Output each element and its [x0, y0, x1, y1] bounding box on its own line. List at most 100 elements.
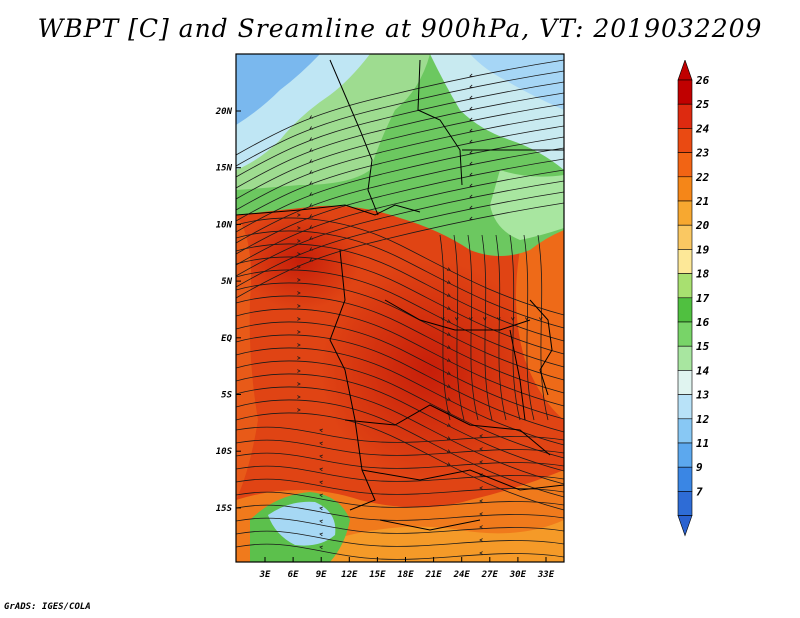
streamline: [236, 269, 564, 368]
streamline-arrow: [319, 454, 323, 459]
streamline: [236, 81, 564, 178]
streamline: [236, 92, 564, 189]
longitude-axis: 3E 6E 9E 12E 15E 18E 21E 24E 27E 30E 33E: [259, 557, 555, 580]
streamline-arrow: [309, 181, 314, 185]
colorbar-label: 7: [696, 485, 703, 498]
streamline-arrow: [539, 317, 543, 321]
streamline-arrow: [469, 172, 474, 177]
streamline-arrow: [479, 538, 483, 542]
streamline-arrow: [319, 545, 323, 550]
lat-label: 5S: [221, 391, 232, 401]
colorbar-label: 15: [696, 340, 710, 353]
colorbar-label: 26: [695, 74, 710, 87]
colorbar-swatch: [677, 224, 693, 250]
streamline-arrow: [297, 304, 301, 308]
lon-label: 6E: [288, 570, 299, 580]
streamline-arrow: [319, 493, 323, 498]
streamline-arrow: [446, 293, 451, 297]
streamline-arrow: [479, 447, 483, 451]
colorbar-swatch: [677, 176, 693, 202]
streamline-arrow: [319, 467, 323, 472]
streamline-arrow: [446, 345, 451, 349]
streamline: [236, 465, 564, 482]
streamline: [236, 452, 564, 469]
streamline-arrow: [469, 139, 474, 144]
streamline: [537, 234, 549, 421]
streamline-arrow: [511, 317, 515, 321]
colorbar-label: 17: [696, 292, 710, 305]
streamline-arrow: [446, 410, 451, 414]
colorbar: 26 25 24 23 22 21 20 19 18 17 16 15 14 13 12 11 9 7: [677, 60, 710, 537]
colorbar-swatch: [677, 273, 693, 299]
streamline: [236, 202, 564, 299]
streamline-arrow: [297, 395, 301, 399]
streamline-arrow: [297, 265, 301, 269]
streamline-arrow: [446, 449, 451, 453]
lon-label: 9E: [316, 570, 327, 580]
streamline: [236, 59, 564, 156]
colorbar-label: 23: [695, 147, 710, 160]
streamline: [481, 234, 493, 421]
streamline-arrow: [525, 317, 529, 321]
colorbar-label: 14: [696, 364, 710, 377]
streamline: [236, 347, 564, 446]
streamline: [236, 125, 564, 222]
lon-label: 15E: [369, 570, 386, 580]
streamline-arrow: [469, 150, 474, 155]
streamline-arrow: [479, 434, 483, 438]
streamline-arrow: [469, 128, 474, 133]
streamline-arrow: [479, 499, 483, 503]
streamline: [495, 234, 507, 421]
lon-label: 12E: [341, 570, 358, 580]
streamline: [236, 412, 564, 511]
lat-label: 15N: [216, 164, 233, 174]
streamline-arrow: [446, 280, 451, 284]
colorbar-swatch: [677, 79, 693, 105]
streamline: [236, 308, 564, 407]
colorbar-swatch: [677, 128, 693, 153]
streamline: [236, 147, 564, 244]
streamline: [236, 399, 564, 498]
streamline-arrow: [483, 317, 487, 321]
streamline-arrow: [309, 137, 314, 141]
lon-label: 27E: [481, 570, 499, 580]
streamline-arrow: [446, 436, 451, 440]
lat-label: 15S: [216, 504, 233, 514]
streamline: [236, 491, 564, 508]
colorbar-swatch: [677, 370, 693, 395]
streamline-arrow: [469, 205, 474, 210]
streamline-arrow: [297, 213, 301, 217]
streamline-arrow: [446, 423, 451, 427]
colorbar-label: 16: [696, 316, 710, 329]
streamline-arrow: [297, 291, 301, 295]
streamline-arrow: [469, 117, 474, 122]
streamline-arrow: [319, 441, 323, 446]
streamline: [236, 373, 564, 472]
colorbar-label: 18: [696, 268, 710, 281]
streamline-arrow: [446, 384, 451, 388]
lat-label: 10N: [216, 220, 233, 230]
lat-label: 5N: [221, 277, 232, 287]
streamline: [523, 234, 535, 421]
streamline: [236, 360, 564, 459]
streamline-arrow: [309, 159, 314, 163]
grads-credit: GrADS: IGES/COLA: [4, 602, 91, 612]
streamline: [236, 530, 564, 547]
streamline-arrow: [319, 480, 323, 485]
streamline-arrow: [479, 486, 483, 490]
streamline: [439, 234, 451, 421]
streamline-arrow: [319, 506, 323, 511]
streamline-arrow: [469, 95, 474, 100]
streamline-arrow: [455, 317, 459, 321]
streamline-arrow: [446, 267, 451, 271]
streamline-arrow: [319, 428, 323, 433]
streamline-arrow: [309, 225, 314, 229]
streamline-arrow: [297, 356, 301, 360]
streamline: [236, 439, 564, 456]
lon-label: 3E: [259, 570, 271, 580]
streamline-arrow: [469, 84, 474, 89]
streamline-arrow: [446, 462, 451, 466]
colorbar-swatch: [677, 249, 693, 274]
streamline-arrow: [469, 317, 473, 321]
streamline: [236, 478, 564, 495]
